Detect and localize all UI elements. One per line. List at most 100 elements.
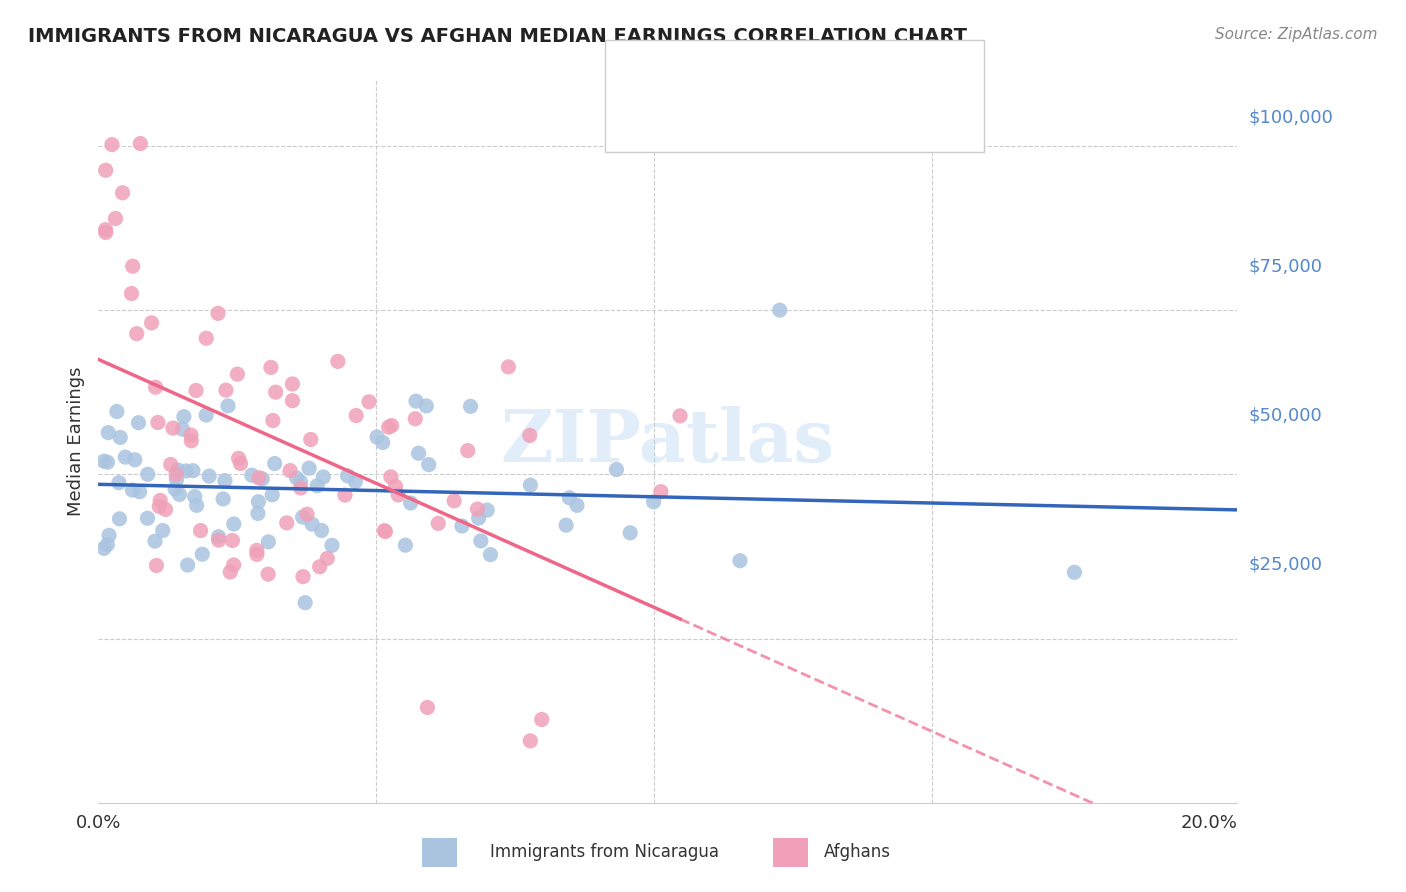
Point <box>290 475 312 489</box>
Point <box>373 524 395 538</box>
Point <box>418 458 440 472</box>
Point <box>94 163 117 178</box>
Point <box>558 491 581 505</box>
Point <box>240 468 263 483</box>
Point <box>498 359 520 374</box>
Point <box>1063 566 1085 580</box>
Point <box>404 411 426 425</box>
Point <box>128 484 150 499</box>
Point <box>377 420 399 434</box>
Point <box>252 472 274 486</box>
Point <box>226 367 249 381</box>
Point <box>191 547 214 561</box>
Point <box>295 507 318 521</box>
Point <box>262 413 284 427</box>
Point <box>110 430 132 444</box>
Point <box>257 567 280 582</box>
Point <box>285 471 308 485</box>
Point <box>198 469 221 483</box>
Point <box>165 467 187 482</box>
Point <box>312 470 335 484</box>
Point <box>415 399 437 413</box>
Point <box>136 511 159 525</box>
Point <box>183 490 205 504</box>
Text: R =: R = <box>672 107 709 125</box>
Point <box>519 478 541 492</box>
Point <box>728 554 751 568</box>
Point <box>316 551 339 566</box>
Point <box>97 425 120 440</box>
Point <box>262 488 284 502</box>
Point <box>121 286 143 301</box>
Point <box>229 457 252 471</box>
Point <box>281 393 304 408</box>
Point <box>479 548 502 562</box>
Point <box>246 548 269 562</box>
Point <box>427 516 450 531</box>
Text: -0.284: -0.284 <box>706 107 765 125</box>
Point <box>294 596 316 610</box>
Point <box>344 409 367 423</box>
Point <box>149 493 172 508</box>
Point <box>146 416 169 430</box>
Point <box>643 495 665 509</box>
Point <box>460 400 482 414</box>
Point <box>124 452 146 467</box>
Point <box>298 461 321 475</box>
Point <box>260 360 283 375</box>
Point <box>308 559 330 574</box>
Point <box>176 558 198 572</box>
Point <box>307 479 329 493</box>
Point <box>93 541 115 556</box>
Point <box>394 538 416 552</box>
Point <box>387 488 409 502</box>
Point <box>219 565 242 579</box>
Text: -0.390: -0.390 <box>706 62 765 80</box>
Text: N =: N = <box>780 107 817 125</box>
Point <box>530 713 553 727</box>
Point <box>96 537 118 551</box>
Point <box>371 435 394 450</box>
Point <box>207 306 229 320</box>
Point <box>650 484 672 499</box>
Point <box>108 512 131 526</box>
Point <box>555 518 578 533</box>
Point <box>145 380 167 394</box>
Point <box>408 446 430 460</box>
Point <box>180 434 202 448</box>
Point <box>155 502 177 516</box>
Point <box>246 507 269 521</box>
Point <box>257 534 280 549</box>
Y-axis label: Median Earnings: Median Earnings <box>66 367 84 516</box>
Point <box>475 503 498 517</box>
Point <box>165 473 187 487</box>
Point <box>111 186 134 200</box>
Point <box>366 430 388 444</box>
Point <box>125 326 148 341</box>
Point <box>290 481 312 495</box>
Point <box>344 475 367 489</box>
Point <box>299 433 322 447</box>
Point <box>519 428 541 442</box>
Point <box>321 538 343 552</box>
Text: Afghans: Afghans <box>824 843 891 861</box>
Text: 74: 74 <box>813 107 837 125</box>
Point <box>136 467 159 482</box>
Point <box>169 487 191 501</box>
Point <box>108 475 131 490</box>
Point <box>143 534 166 549</box>
Point <box>94 226 117 240</box>
Point <box>214 474 236 488</box>
Point <box>247 471 270 485</box>
Point <box>98 528 121 542</box>
Point <box>207 533 229 548</box>
Point <box>96 455 118 469</box>
Point <box>181 464 204 478</box>
Point <box>195 408 218 422</box>
Point <box>190 524 212 538</box>
Point <box>221 533 243 548</box>
Point <box>380 470 402 484</box>
Point <box>104 211 127 226</box>
Point <box>94 223 117 237</box>
Point <box>152 524 174 538</box>
